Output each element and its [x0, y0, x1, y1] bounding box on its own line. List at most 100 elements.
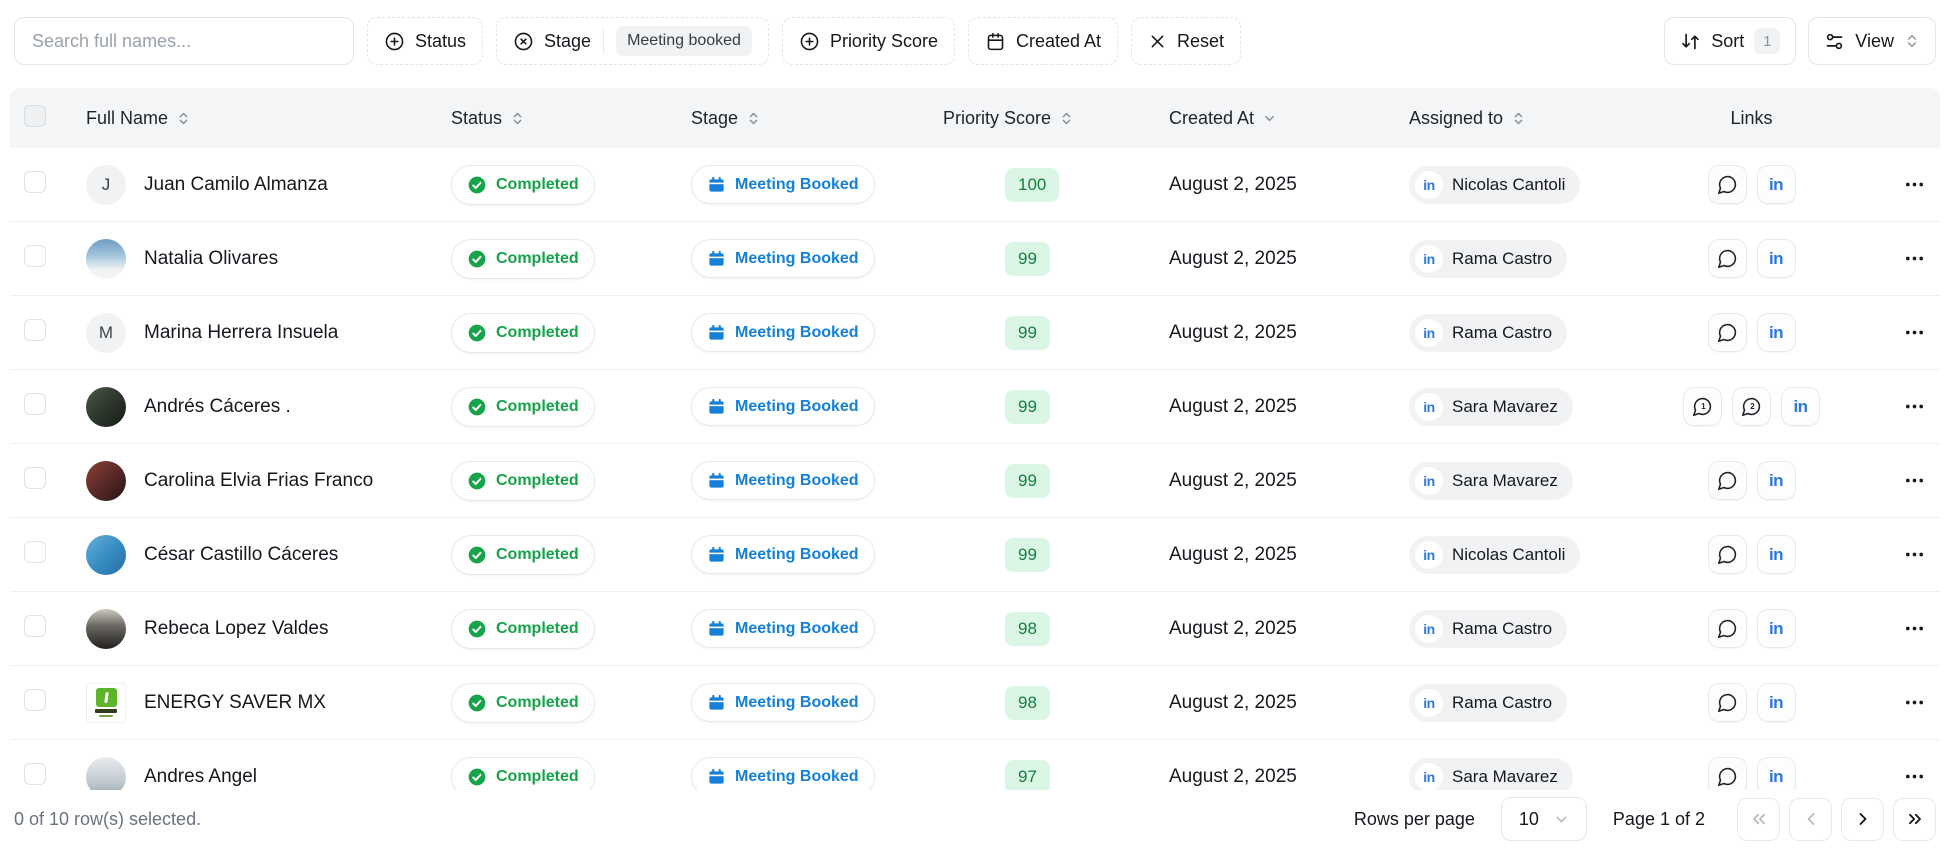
row-menu-button[interactable]: [1903, 321, 1926, 344]
sort-button[interactable]: Sort 1: [1664, 17, 1797, 65]
row-menu-button[interactable]: [1903, 543, 1926, 566]
chevron-down-icon: [1556, 816, 1567, 822]
created-at-filter-button[interactable]: Created At: [967, 17, 1119, 65]
table-row[interactable]: César Castillo Cáceres Completed Meeting…: [10, 518, 1940, 592]
next-page-button[interactable]: [1841, 797, 1884, 841]
row-checkbox[interactable]: [24, 689, 46, 711]
chat-link-button[interactable]: 2: [1732, 387, 1771, 426]
row-menu-button[interactable]: [1903, 247, 1926, 270]
row-menu-button[interactable]: [1903, 173, 1926, 196]
full-name-text: Andres Angel: [144, 765, 258, 787]
table-row[interactable]: Carolina Elvia Frias Franco Completed Me…: [10, 444, 1940, 518]
table-row[interactable]: Andrés Cáceres . Completed Meeting Booke…: [10, 370, 1940, 444]
linkedin-link-button[interactable]: in: [1756, 535, 1796, 574]
rows-per-page-select[interactable]: 10: [1500, 797, 1587, 841]
row-menu-button[interactable]: [1903, 617, 1926, 640]
chat-link-button[interactable]: [1707, 165, 1747, 204]
chat-link-button[interactable]: [1707, 535, 1747, 574]
row-checkbox[interactable]: [24, 467, 46, 489]
assigned-to-chip[interactable]: in Sara Mavarez: [1409, 387, 1573, 426]
linkedin-icon: in: [1415, 540, 1443, 569]
table-row[interactable]: ENERGY SAVER MX Completed Meeting Booked…: [10, 666, 1940, 740]
status-badge: Completed: [451, 534, 595, 575]
table-row[interactable]: Rebeca Lopez Valdes Completed Meeting Bo…: [10, 592, 1940, 666]
calendar-icon: [709, 398, 724, 414]
linkedin-link-button[interactable]: in: [1756, 313, 1796, 352]
row-checkbox[interactable]: [24, 171, 46, 193]
assigned-to-chip[interactable]: in Rama Castro: [1409, 609, 1568, 648]
last-page-button[interactable]: [1893, 797, 1936, 841]
assigned-to-chip[interactable]: in Sara Mavarez: [1409, 461, 1573, 500]
search-input[interactable]: [14, 17, 354, 65]
toolbar-right-group: Sort 1 View: [1664, 17, 1936, 65]
view-button[interactable]: View: [1808, 17, 1936, 65]
calendar-icon: [709, 176, 724, 192]
row-checkbox[interactable]: [24, 541, 46, 563]
chevrons-right-icon: [1908, 813, 1921, 825]
row-checkbox[interactable]: [24, 393, 46, 415]
assigned-to-chip[interactable]: in Nicolas Cantoli: [1409, 165, 1581, 204]
assigned-to-chip[interactable]: in Sara Mavarez: [1409, 757, 1573, 796]
linkedin-link-button[interactable]: in: [1756, 239, 1796, 278]
select-all-checkbox[interactable]: [24, 104, 46, 127]
selection-status-text: 0 of 10 row(s) selected.: [14, 808, 202, 829]
previous-page-button[interactable]: [1789, 797, 1832, 841]
linkedin-link-button[interactable]: in: [1781, 387, 1820, 426]
column-header-created-at[interactable]: Created At: [1169, 108, 1409, 129]
row-checkbox[interactable]: [24, 763, 46, 785]
linkedin-link-button[interactable]: in: [1756, 461, 1796, 500]
chevrons-left-icon: [1752, 813, 1765, 825]
chat-link-button[interactable]: [1707, 757, 1747, 796]
chat-link-button[interactable]: [1707, 683, 1747, 722]
column-header-stage[interactable]: Stage: [691, 108, 943, 129]
column-label: Full Name: [86, 107, 169, 128]
stage-badge: Meeting Booked: [691, 165, 875, 204]
table-row[interactable]: M Marina Herrera Insuela Completed Meeti…: [10, 296, 1940, 370]
chat-link-button[interactable]: [1707, 609, 1747, 648]
row-menu-button[interactable]: [1903, 395, 1926, 418]
sort-count-badge: 1: [1754, 28, 1781, 54]
assigned-to-chip[interactable]: in Rama Castro: [1409, 313, 1568, 352]
check-circle-icon: [468, 472, 486, 489]
column-header-status[interactable]: Status: [451, 108, 691, 129]
table-row[interactable]: Andres Angel Completed Meeting Booked 97…: [10, 740, 1940, 814]
row-checkbox[interactable]: [24, 319, 46, 341]
row-menu-button[interactable]: [1903, 469, 1926, 492]
linkedin-link-button[interactable]: in: [1756, 683, 1796, 722]
sort-chevrons-icon: [179, 112, 188, 124]
column-label: Assigned to: [1409, 107, 1504, 128]
row-menu-button[interactable]: [1903, 765, 1926, 788]
priority-score-filter-button[interactable]: Priority Score: [781, 17, 955, 65]
table-row[interactable]: Natalia Olivares Completed Meeting Booke…: [10, 222, 1940, 296]
full-name-text: Natalia Olivares: [144, 247, 279, 269]
chat-link-button[interactable]: [1707, 313, 1747, 352]
status-label: Completed: [496, 175, 579, 193]
column-header-assigned-to[interactable]: Assigned to: [1409, 108, 1644, 129]
reset-filters-button[interactable]: Reset: [1131, 17, 1242, 65]
assigned-to-chip[interactable]: in Rama Castro: [1409, 683, 1568, 722]
stage-label: Meeting Booked: [735, 767, 859, 785]
linkedin-icon: in: [1768, 322, 1784, 342]
row-checkbox[interactable]: [24, 615, 46, 637]
calendar-icon: [709, 546, 724, 562]
row-checkbox[interactable]: [24, 245, 46, 267]
column-header-priority-score[interactable]: Priority Score: [943, 108, 1169, 129]
linkedin-icon: in: [1415, 392, 1443, 421]
chat-link-button[interactable]: 1: [1683, 387, 1722, 426]
row-menu-button[interactable]: [1903, 691, 1926, 714]
assigned-to-chip[interactable]: in Nicolas Cantoli: [1409, 535, 1581, 574]
linkedin-link-button[interactable]: in: [1756, 757, 1796, 796]
table-row[interactable]: J Juan Camilo Almanza Completed Meeting …: [10, 148, 1940, 222]
priority-score-badge: 98: [1005, 685, 1050, 720]
linkedin-link-button[interactable]: in: [1756, 609, 1796, 648]
stage-filter-button[interactable]: Stage Meeting booked: [496, 17, 769, 65]
linkedin-link-button[interactable]: in: [1756, 165, 1796, 204]
ellipsis-icon: [1905, 700, 1924, 705]
first-page-button[interactable]: [1737, 797, 1780, 841]
column-header-full-name[interactable]: Full Name: [86, 108, 451, 129]
chat-link-button[interactable]: [1707, 461, 1747, 500]
assigned-to-chip[interactable]: in Rama Castro: [1409, 239, 1568, 278]
status-filter-button[interactable]: Status: [367, 17, 484, 65]
chat-bubble-icon: 1: [1692, 397, 1712, 417]
chat-link-button[interactable]: [1707, 239, 1747, 278]
